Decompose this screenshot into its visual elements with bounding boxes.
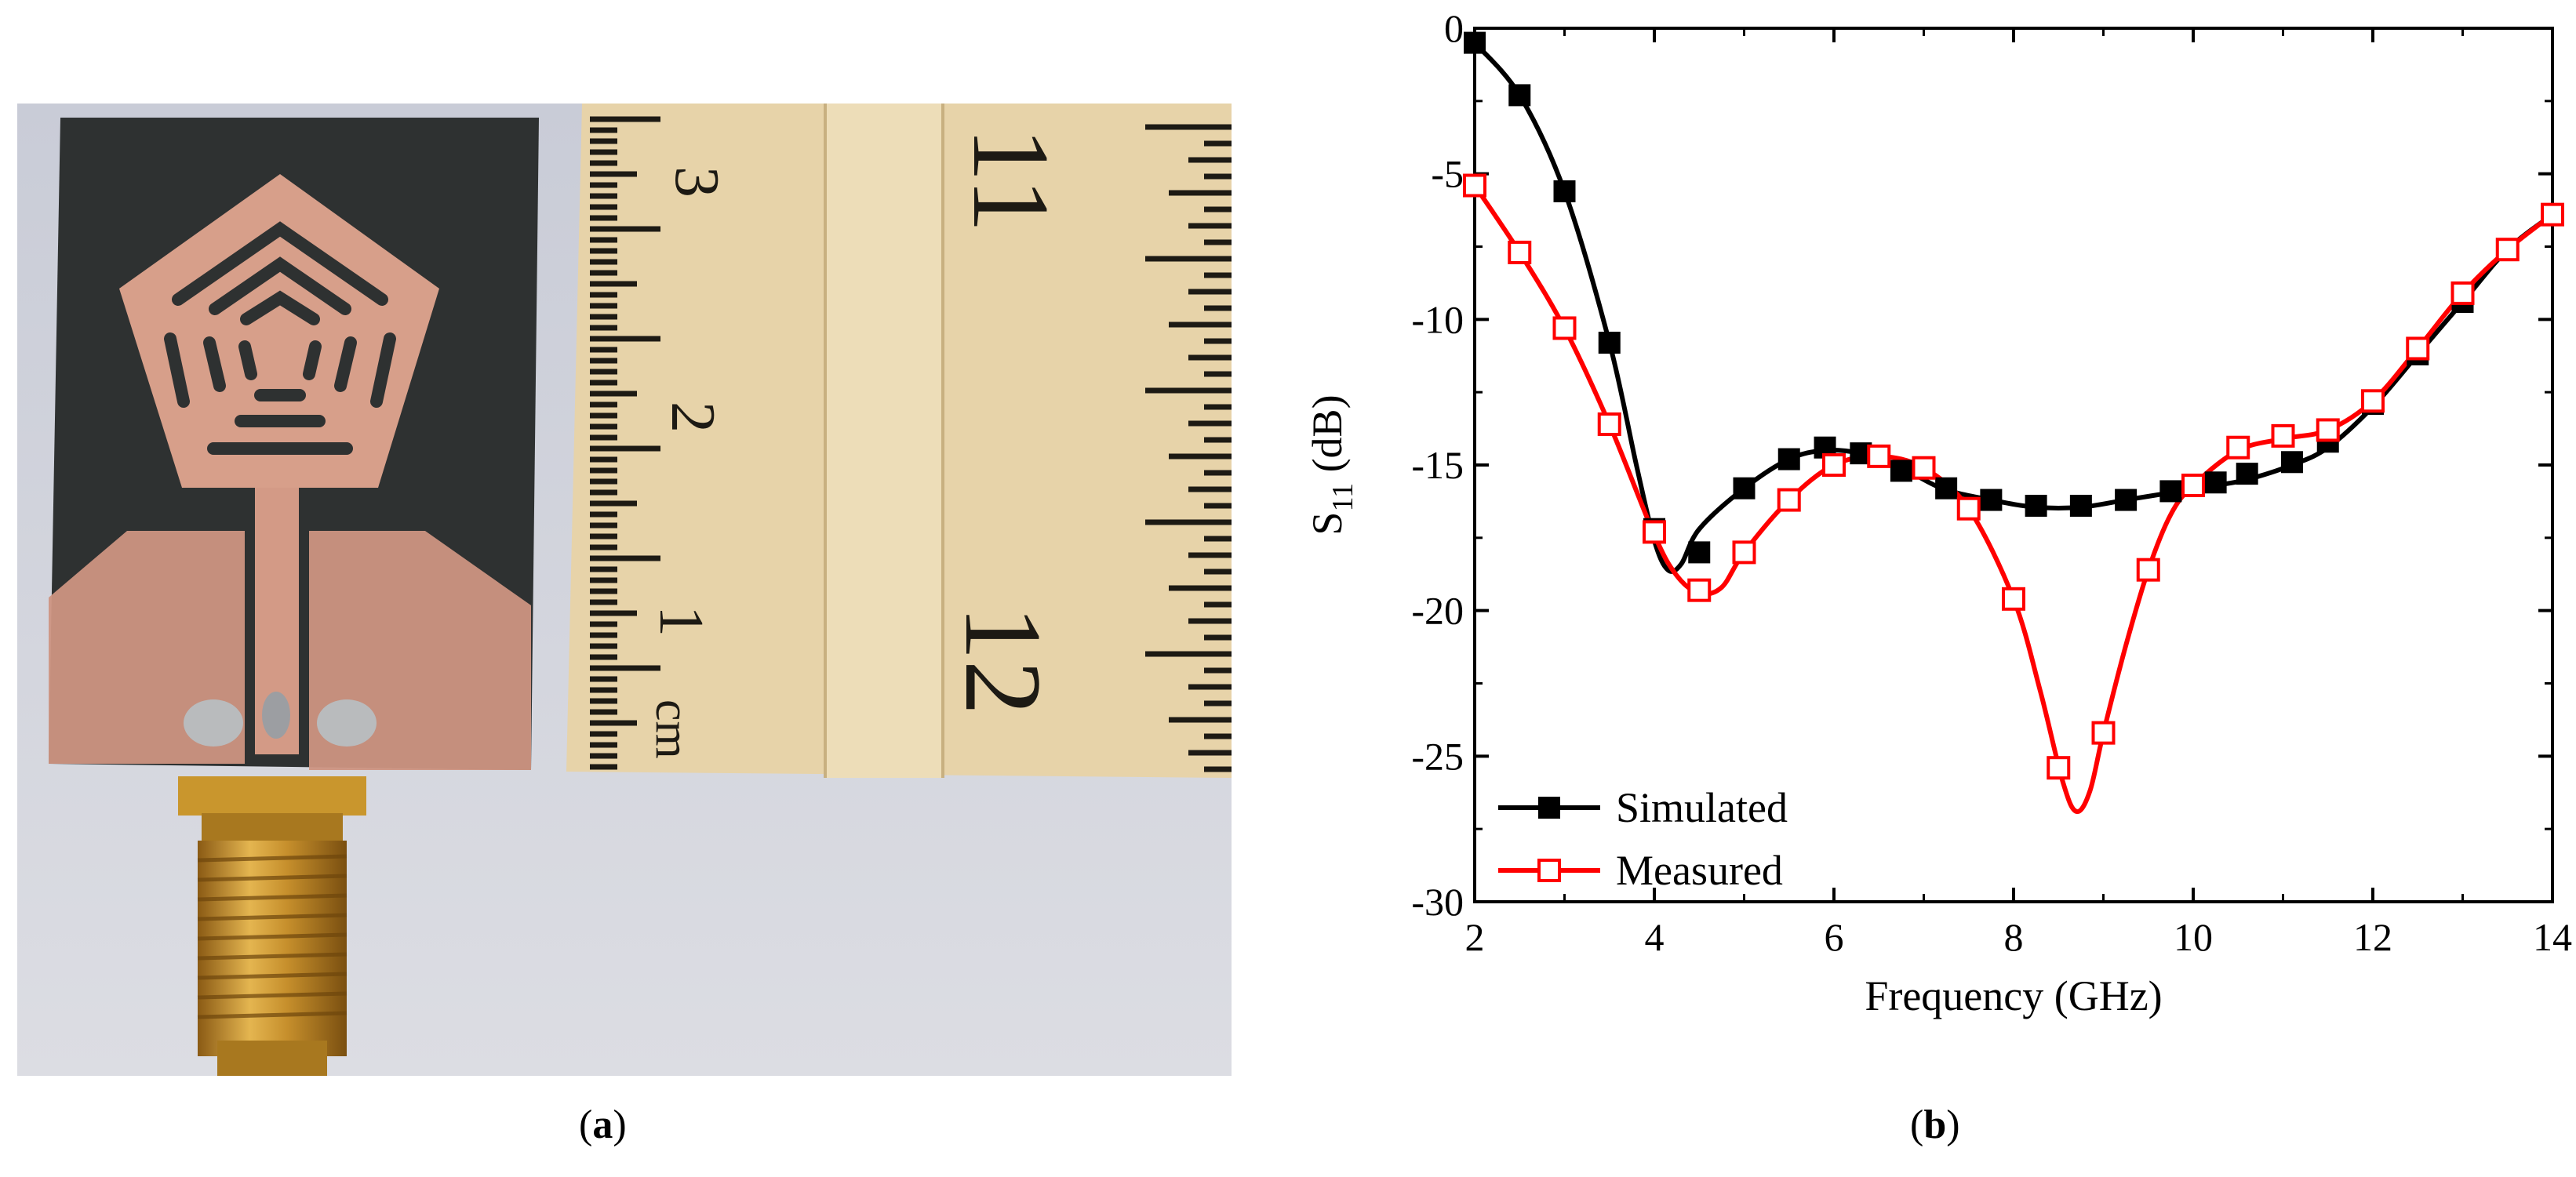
ruler-label-12: 12 [942,605,1064,715]
simulated-data-point [1508,84,1531,107]
simulated-data-point [1777,448,1800,470]
legend: Simulated Measured [1498,784,1788,894]
y-tick-label: -25 [1411,734,1464,778]
measured-data-point [2541,202,2564,227]
measured-data-point [2047,756,2071,780]
simulated-data-point [1688,541,1711,564]
measured-data-point [1597,412,1621,437]
caption-b: (b) [1910,1103,1960,1147]
measured-data-point [2002,587,2025,611]
pcb-board [49,118,539,770]
tick-labels: 2 4 6 8 10 12 14 0 -5 -10 -15 -20 -25 -30 [1411,6,2572,959]
legend-marker-measured [1537,859,1561,882]
simulated-data-point [2025,494,2047,517]
measured-data-point [1552,316,1577,340]
simulated-data-point [1935,477,1958,499]
x-tick-label: 14 [2533,915,2572,959]
ruler-label-cm: cm [646,699,699,759]
ruler-label-3: 3 [662,166,731,198]
y-tick-label: -20 [1411,589,1464,633]
measured-data-point [2181,473,2205,497]
measured-data-point [2226,435,2250,460]
measured-data-point [1867,444,1891,468]
sma-connector [178,776,366,1076]
simulated-data-point [1890,460,1912,482]
measured-series-line [1472,183,2554,814]
x-tick-label: 2 [1465,915,1485,959]
s11-chart: 2 4 6 8 10 12 14 0 -5 -10 -15 -20 -25 -30 Frequency (… [1263,0,2576,1098]
simulated-data-point [1733,477,1756,499]
measured-data-point [2271,423,2295,448]
measured-data-point [1732,540,1756,565]
x-tick-label: 6 [1825,915,1844,959]
series-markers [1463,31,2564,780]
simulated-data-point [2115,489,2138,511]
measured-data-point [1777,488,1801,512]
x-tick-label: 8 [2004,915,2024,959]
measured-data-point [1508,240,1532,264]
measured-data-point [1912,456,1936,480]
antenna-photo-drawing: 1 2 3 cm 11 12 [17,104,1232,1076]
simulated-data-point [2280,451,2303,474]
antenna-photo: 1 2 3 cm 11 12 [17,104,1232,1076]
simulated-data-point [1464,31,1486,54]
measured-data-point [2450,281,2475,305]
simulated-data-point [1598,332,1621,354]
simulated-data-point [2069,494,2092,517]
simulated-data-point [2236,463,2258,485]
ruler-label-11: 11 [950,127,1072,233]
y-tick-label: -10 [1411,297,1464,341]
simulated-data-point [2159,480,2182,503]
y-tick-label: -15 [1411,443,1464,487]
measured-data-point [2091,721,2116,745]
s11-chart-svg: 2 4 6 8 10 12 14 0 -5 -10 -15 -20 -25 -30 Frequency (… [1304,6,2572,1019]
x-tick-label: 10 [2174,915,2213,959]
y-tick-label: -30 [1411,880,1464,924]
ruler-label-2: 2 [658,401,727,433]
y-axis-label: S11 (dB) [1304,394,1359,535]
y-tick-label: 0 [1444,6,1464,50]
x-axis-label: Frequency (GHz) [1865,972,2162,1019]
simulated-data-point [2204,471,2227,494]
x-tick-label: 12 [2353,915,2392,959]
simulated-data-point [1553,180,1576,202]
measured-data-point [2136,558,2160,582]
measured-data-point [1463,173,1486,198]
legend-marker-simulated [1538,797,1560,819]
simulated-data-point [1980,489,2003,511]
y-tick-label: -5 [1431,152,1464,196]
measured-data-point [1687,578,1712,602]
ruler-label-1: 1 [646,605,715,637]
measured-data-point [1643,520,1666,544]
measured-data-point [1822,453,1846,477]
legend-label-measured: Measured [1616,847,1783,894]
measured-data-point [2361,389,2385,413]
legend-label-simulated: Simulated [1616,784,1788,831]
caption-a: (a) [579,1103,627,1147]
x-tick-label: 4 [1645,915,1665,959]
ruler: 1 2 3 cm 11 12 [566,104,1232,778]
measured-data-point [1956,496,1981,521]
measured-data-point [2495,238,2520,262]
measured-data-point [2406,336,2430,361]
measured-data-point [2316,418,2340,442]
series-lines [1472,41,2554,814]
